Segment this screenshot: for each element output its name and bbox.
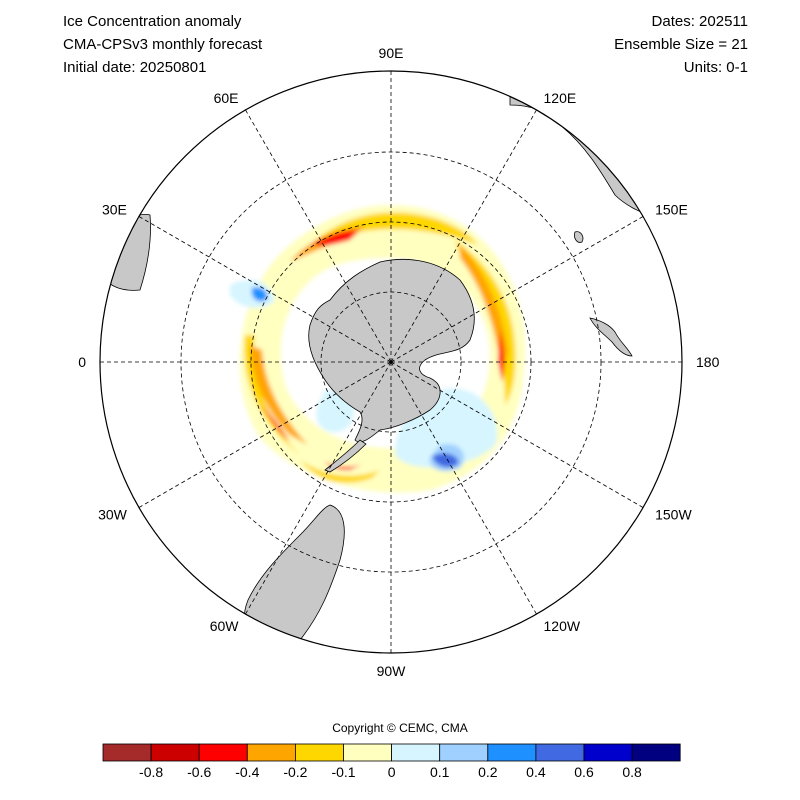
initial-date: Initial date: 20250801 [63,59,207,76]
longitude-label: 90W [377,663,407,679]
longitude-labels: 90E 120E 150E 180 150W 120W 90W 60W 30W 0 30E 60E [78,45,719,679]
longitude-label: 150W [655,507,692,523]
colorbar-tick-label: 0 [388,764,396,780]
map-title: Ice Concentration anomaly [63,13,242,30]
colorbar-box [487,743,537,762]
colorbar-box [150,743,200,762]
longitude-label: 90E [379,45,404,61]
colorbar-box [583,743,633,762]
colorbar-tick-label: 0.2 [478,764,498,780]
colorbar-tick-label: 0.6 [574,764,594,780]
longitude-label: 0 [78,354,86,370]
longitude-label: 30E [102,202,127,218]
colorbar-tick-label: 0.1 [430,764,450,780]
header-left: Ice Concentration anomaly CMA-CPSv3 mont… [63,12,262,81]
colorbar-box [439,743,489,762]
colorbar-box [631,743,681,762]
colorbar-tick-label: -0.2 [283,764,307,780]
units: Units: 0-1 [683,59,748,76]
map-border [99,70,683,654]
antarctic-peninsula [324,439,367,473]
colorbar-box [102,743,152,762]
header-right: Dates: 202511 Ensemble Size = 21 Units: … [614,12,748,81]
colorbar-box [294,743,344,762]
longitude-label: 120E [544,90,577,106]
ensemble-size: Ensemble Size = 21 [614,36,748,53]
colorbar-tick-label: -0.4 [235,764,259,780]
colorbar-box [391,743,441,762]
longitude-label: 180 [696,354,720,370]
copyright: Copyright © CEMC, CMA [332,721,468,735]
new-zealand [589,317,633,357]
longitude-label: 60E [214,90,239,106]
colorbar-box [246,743,296,762]
colorbar-box [198,743,248,762]
longitude-label: 120W [544,618,581,634]
model-name: CMA-CPSv3 monthly forecast [63,36,263,53]
tasmania [574,231,584,243]
colorbar-tick-label: 0.4 [526,764,546,780]
longitude-label: 150E [655,202,688,218]
antarctica [308,258,475,443]
colorbar-tick-label: 0.8 [622,764,642,780]
colorbar-boxes [102,743,681,762]
forecast-dates: Dates: 202511 [651,13,748,30]
colorbar-tick-label: -0.1 [331,764,355,780]
colorbar-box [535,743,585,762]
colorbar-box [343,743,392,762]
colorbar-tick-label: -0.6 [187,764,211,780]
colorbar-tick-label: -0.8 [139,764,163,780]
longitude-label: 60W [210,618,240,634]
longitude-label: 30W [98,507,128,523]
colorbar-labels: -0.8 -0.6 -0.4 -0.2 -0.1 0 0.1 0.2 0.4 0.6 0.8 [139,764,642,780]
